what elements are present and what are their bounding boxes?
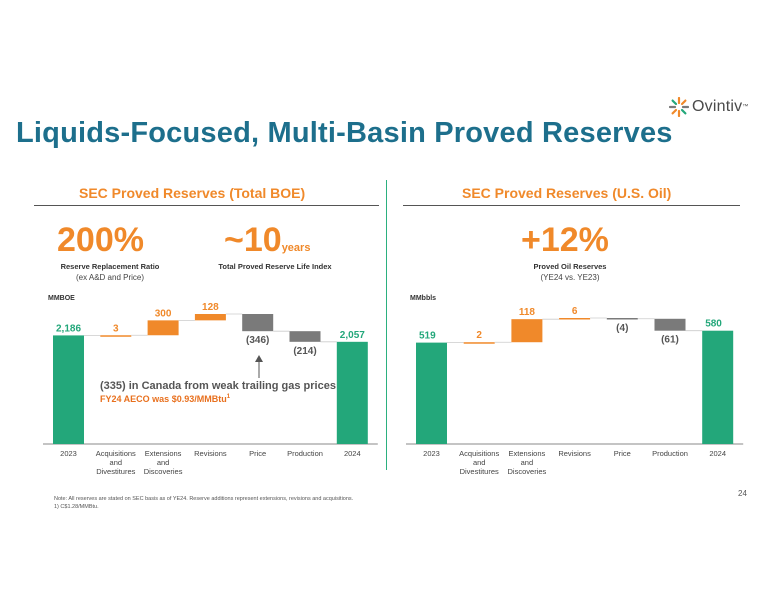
data-label-2: 300 [155, 308, 172, 319]
rrr-value: 200% [57, 221, 144, 259]
data-label-3: 128 [202, 302, 219, 313]
logo-wordmark: Ovintiv [692, 98, 743, 115]
aeco-callout-text: FY24 AECO was $0.93/MMBtu [100, 394, 227, 404]
aeco-footnote-ref: 1 [226, 394, 231, 400]
data-label-6: 2,057 [340, 330, 365, 341]
category-label-4-0: Price [614, 449, 631, 458]
data-label-0: 519 [419, 331, 436, 342]
category-label-1-0: Acquisitions [459, 449, 499, 458]
category-label-5-0: Production [287, 449, 323, 458]
footnote: Note: All reserves are stated on SEC bas… [54, 495, 353, 511]
rli-value-wrap: ~10years [224, 221, 310, 260]
category-label-4-0: Price [249, 449, 266, 458]
footnote-line2: 1) C$1.28/MMBtu. [54, 504, 99, 510]
callout-arrow-head [255, 355, 263, 362]
rli-value: ~10 [224, 221, 282, 259]
left-panel-title: SEC Proved Reserves (Total BOE) [79, 185, 306, 201]
bar-2 [511, 319, 543, 343]
rli-label: Total Proved Reserve Life Index [218, 262, 332, 271]
category-label-2-1: and [521, 458, 534, 467]
oil-growth-sub: (YE24 vs. YE23) [540, 273, 600, 282]
data-label-1: 3 [113, 323, 119, 334]
bar-0 [53, 335, 84, 444]
category-label-3-0: Revisions [558, 449, 591, 458]
category-label-6-0: 2024 [709, 449, 726, 458]
category-label-2-2: Discoveries [144, 467, 183, 476]
rrr-label: Reserve Replacement Ratio [60, 262, 160, 271]
data-label-2: 118 [519, 307, 536, 318]
panel-divider [386, 180, 387, 470]
ovintiv-mark-icon [669, 97, 689, 117]
bar-3 [559, 318, 591, 320]
category-label-1-2: Divestitures [460, 467, 499, 476]
left-panel-rule [34, 205, 379, 206]
bar-5 [289, 331, 321, 342]
category-label-3-0: Revisions [194, 449, 227, 458]
bar-1 [463, 342, 495, 344]
data-label-1: 2 [476, 330, 482, 341]
page-number: 24 [738, 489, 747, 498]
footnote-line1: Note: All reserves are stated on SEC bas… [54, 496, 354, 502]
data-label-4: (4) [616, 323, 628, 334]
bar-4 [606, 318, 638, 320]
bar-2 [147, 320, 179, 336]
bar-5 [654, 318, 686, 331]
bar-1 [100, 335, 132, 337]
oil-growth-label: Proved Oil Reserves [533, 262, 607, 271]
data-label-5: (61) [661, 335, 679, 346]
category-label-0-0: 2023 [423, 449, 440, 458]
data-label-5: (214) [293, 346, 316, 357]
category-label-2-2: Discoveries [508, 467, 547, 476]
category-label-2-0: Extensions [509, 449, 546, 458]
category-label-2-0: Extensions [145, 449, 182, 458]
data-label-6: 580 [705, 319, 722, 330]
right-unit-label: MMbbls [410, 295, 437, 302]
bar-6 [336, 341, 368, 444]
category-label-5-0: Production [652, 449, 688, 458]
category-label-2-1: and [157, 458, 170, 467]
rli-unit: years [281, 242, 311, 254]
data-label-3: 6 [572, 306, 578, 317]
canada-callout: (335) in Canada from weak trailing gas p… [100, 380, 336, 392]
page-title: Liquids-Focused, Multi-Basin Proved Rese… [16, 117, 673, 149]
right-panel-title: SEC Proved Reserves (U.S. Oil) [462, 185, 672, 201]
category-label-1-1: and [110, 458, 123, 467]
data-label-0: 2,186 [56, 323, 81, 334]
rrr-sub: (ex A&D and Price) [75, 273, 145, 282]
category-label-0-0: 2023 [60, 449, 77, 458]
bar-4 [242, 314, 274, 332]
bar-0 [416, 342, 447, 444]
category-label-1-2: Divestitures [96, 467, 135, 476]
aeco-callout: FY24 AECO was $0.93/MMBtu1 [100, 394, 230, 404]
category-label-6-0: 2024 [344, 449, 361, 458]
category-label-1-0: Acquisitions [96, 449, 136, 458]
right-panel-rule [403, 205, 740, 206]
logo-tm: ™ [742, 104, 749, 110]
bar-6 [702, 330, 734, 444]
left-unit-label: MMBOE [48, 295, 75, 302]
oil-growth-value: +12% [521, 221, 609, 259]
ovintiv-logo: Ovintiv ™ [669, 96, 759, 118]
category-label-1-1: and [473, 458, 486, 467]
data-label-4: (346) [246, 335, 269, 346]
bar-3 [194, 314, 226, 321]
